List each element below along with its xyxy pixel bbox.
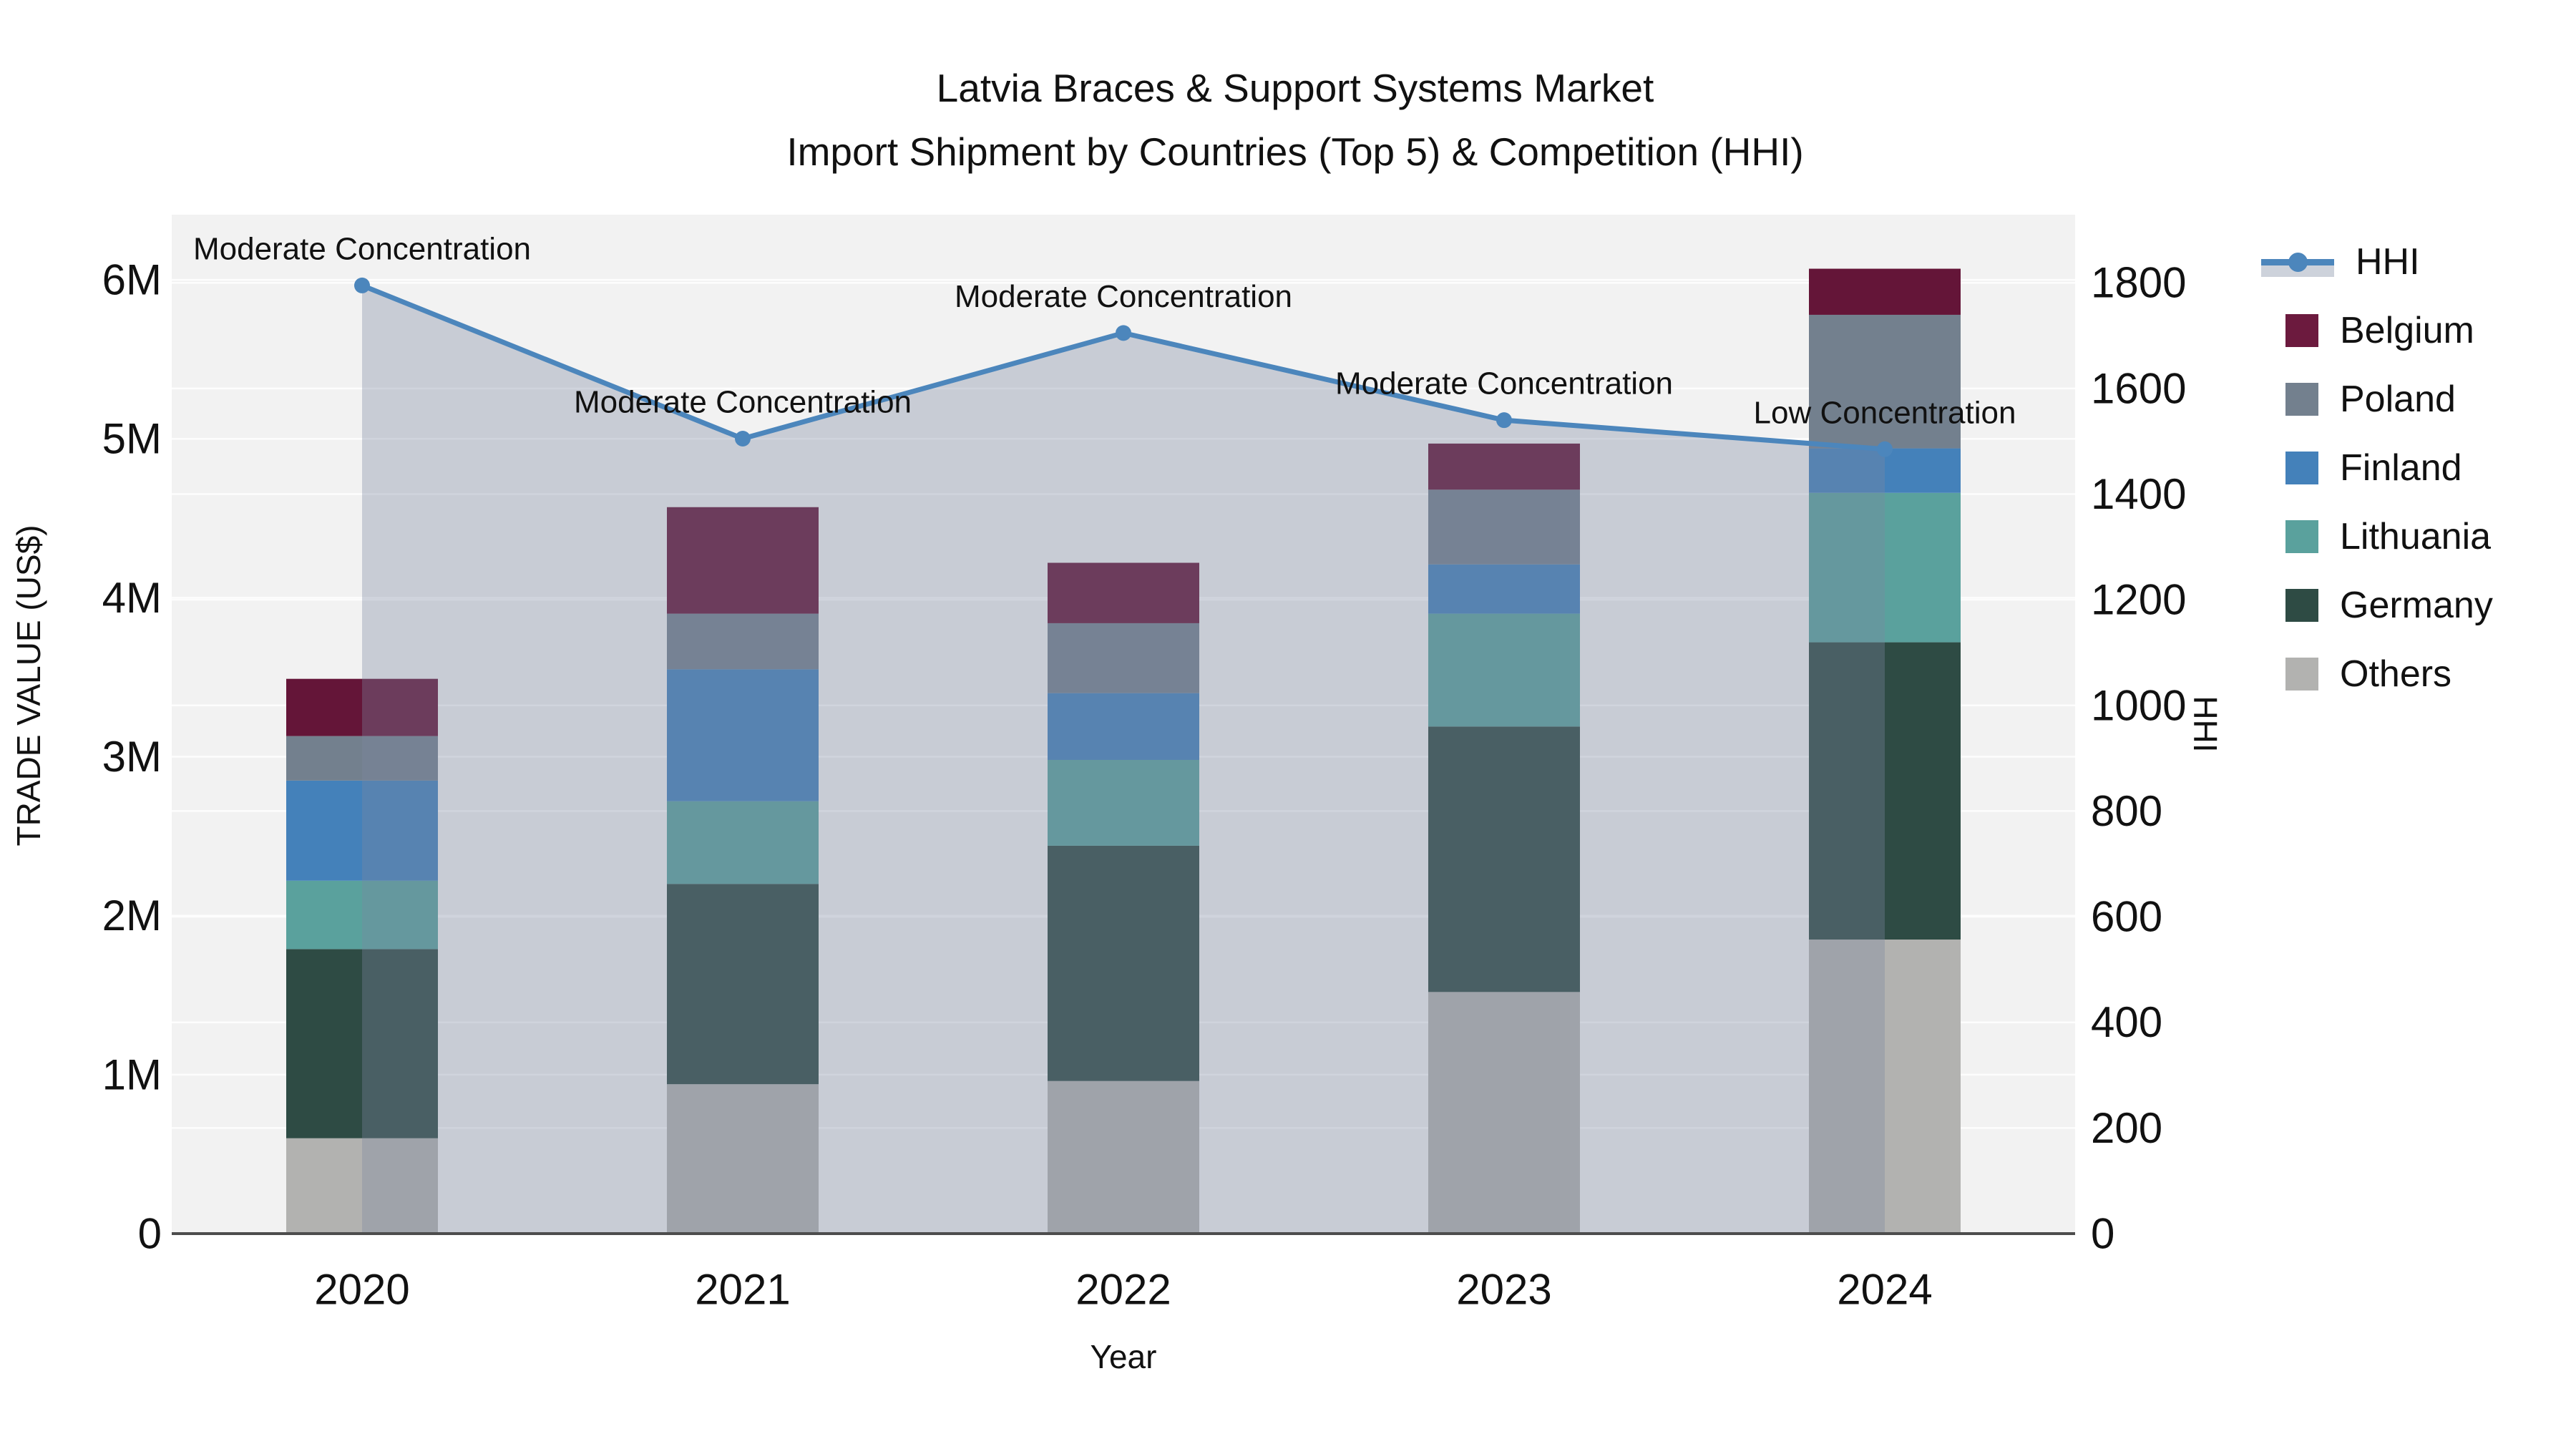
hhi-area-fill	[362, 285, 1885, 1234]
bar-segment-2023-poland	[1428, 489, 1580, 565]
legend-swatch-icon	[2285, 520, 2318, 553]
legend-label: Germany	[2340, 585, 2493, 626]
y-left-tick-label: 4M	[102, 574, 162, 622]
y-left-axis-title: TRADE VALUE (US$)	[10, 525, 47, 846]
legend-label: Lithuania	[2340, 516, 2492, 557]
legend-swatch-icon	[2285, 314, 2318, 347]
legend-label: Finland	[2340, 447, 2462, 489]
legend-label: Poland	[2340, 379, 2456, 420]
bar-segment-2020-poland	[286, 736, 438, 781]
bar-segment-2020-lithuania	[286, 880, 438, 950]
y-left-tick-label: 3M	[102, 733, 162, 781]
bar-segment-2023-finland	[1428, 564, 1580, 614]
legend-item-lithuania: Lithuania	[2261, 502, 2493, 571]
y-right-tick-label: 200	[2091, 1104, 2162, 1152]
bar-segment-2022-belgium	[1048, 562, 1199, 623]
hhi-annotation-2020: Moderate Concentration	[193, 231, 531, 266]
x-tick-label-2020: 2020	[314, 1266, 409, 1314]
bar-segment-2021-finland	[667, 669, 819, 801]
chart-title: Latvia Braces & Support Systems Market	[936, 66, 1654, 110]
bar-segment-2020-belgium	[286, 678, 438, 736]
hhi-marker-2020	[354, 277, 370, 293]
bar-segment-2022-lithuania	[1048, 759, 1199, 846]
hhi-marker-2022	[1116, 325, 1131, 341]
legend-swatch-icon	[2285, 589, 2318, 622]
legend-item-finland: Finland	[2261, 434, 2493, 502]
bar-segment-2023-germany	[1428, 726, 1580, 992]
x-tick-label-2022: 2022	[1075, 1266, 1171, 1314]
bar-segment-2024-belgium	[1809, 268, 1961, 315]
y-right-tick-label: 400	[2091, 998, 2162, 1046]
x-axis-title: Year	[1091, 1338, 1157, 1375]
legend-label: Others	[2340, 653, 2452, 695]
bar-segment-2024-lithuania	[1809, 492, 1961, 643]
x-tick-label-2023: 2023	[1456, 1266, 1551, 1314]
bar-segment-2024-germany	[1809, 642, 1961, 940]
bar-segment-2021-belgium	[667, 507, 819, 614]
y-left-tick-label: 1M	[102, 1050, 162, 1098]
y-right-tick-label: 1200	[2091, 576, 2186, 624]
legend-swatch-icon	[2285, 658, 2318, 691]
bar-segment-2021-others	[667, 1084, 819, 1234]
bar-segment-2020-germany	[286, 949, 438, 1138]
bar-segment-2022-poland	[1048, 623, 1199, 693]
y-right-tick-label: 1400	[2091, 470, 2186, 518]
chart-subtitle: Import Shipment by Countries (Top 5) & C…	[786, 130, 1804, 174]
y-left-tick-label: 0	[138, 1210, 162, 1258]
bar-segment-2020-others	[286, 1138, 438, 1234]
bar-segment-2021-germany	[667, 884, 819, 1085]
legend: HHI Belgium Poland Finland Lithuania Germany O…	[2261, 228, 2493, 708]
x-tick-label-2024: 2024	[1837, 1266, 1932, 1314]
legend-swatch-icon	[2285, 452, 2318, 484]
bar-segment-2023-belgium	[1428, 443, 1580, 490]
y-left-tick-label: 6M	[102, 256, 162, 304]
bar-segment-2021-lithuania	[667, 801, 819, 884]
bar-segment-2022-finland	[1048, 693, 1199, 760]
bar-segment-2022-others	[1048, 1080, 1199, 1234]
legend-swatch-icon	[2285, 383, 2318, 416]
title-block: Latvia Braces & Support Systems Market I…	[786, 69, 1803, 172]
legend-item-germany: Germany	[2261, 571, 2493, 640]
x-tick-label-2021: 2021	[695, 1266, 790, 1314]
hhi-line-swatch-icon	[2261, 245, 2334, 278]
y-right-tick-label: 800	[2091, 787, 2162, 835]
legend-item-poland: Poland	[2261, 365, 2493, 434]
hhi-marker-2021	[735, 430, 751, 447]
legend-item-others: Others	[2261, 640, 2493, 708]
bar-segment-2023-others	[1428, 992, 1580, 1234]
legend-item-hhi: HHI	[2261, 228, 2493, 296]
hhi-annotation-2023: Moderate Concentration	[1335, 366, 1673, 401]
hhi-annotation-2024: Low Concentration	[1754, 395, 2016, 430]
y-right-tick-label: 600	[2091, 893, 2162, 941]
bar-segment-2022-germany	[1048, 845, 1199, 1081]
y-right-tick-label: 0	[2091, 1210, 2114, 1258]
hhi-annotation-2021: Moderate Concentration	[574, 384, 912, 419]
y-right-tick-label: 1000	[2091, 681, 2186, 729]
hhi-marker-2023	[1496, 412, 1512, 429]
y-left-tick-label: 2M	[102, 892, 162, 940]
y-left-tick-label: 5M	[102, 415, 162, 463]
hhi-annotation-2022: Moderate Concentration	[955, 279, 1292, 314]
y-right-axis-title: HHI	[2187, 696, 2224, 752]
y-right-tick-label: 1600	[2091, 364, 2186, 412]
bar-segment-2023-lithuania	[1428, 613, 1580, 727]
y-right-tick-label: 1800	[2091, 259, 2186, 307]
bar-segment-2020-finland	[286, 780, 438, 881]
bar-segment-2024-others	[1809, 940, 1961, 1234]
bar-segment-2024-poland	[1809, 314, 1961, 449]
hhi-marker-2024	[1877, 441, 1893, 457]
legend-label: Belgium	[2340, 310, 2474, 351]
legend-label: HHI	[2356, 241, 2420, 283]
bar-segment-2021-poland	[667, 613, 819, 670]
legend-item-belgium: Belgium	[2261, 296, 2493, 365]
